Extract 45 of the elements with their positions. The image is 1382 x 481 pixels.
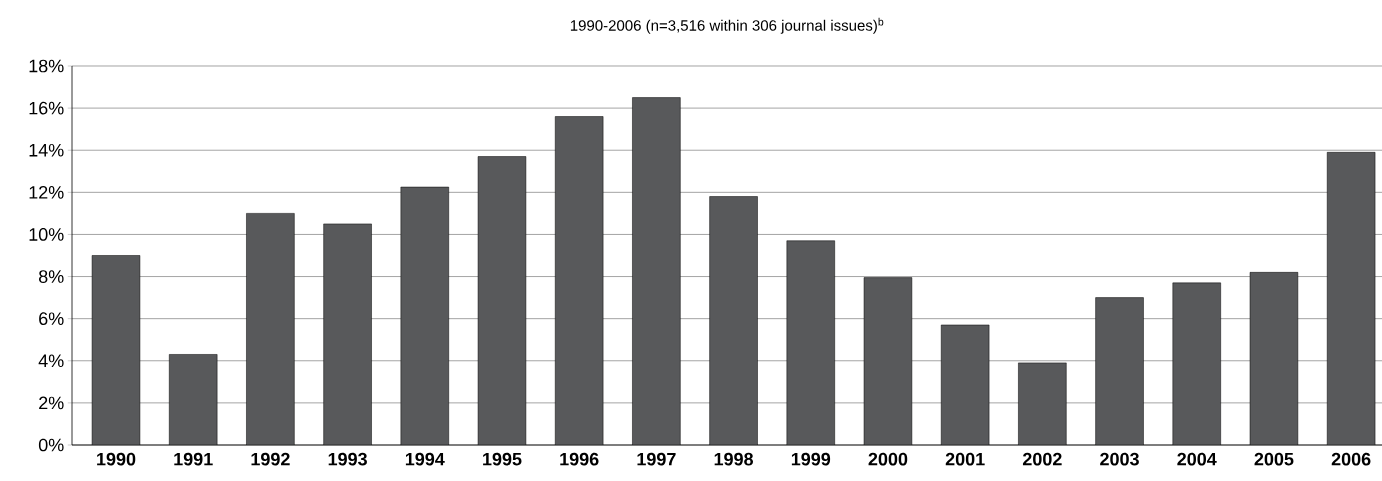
chart-title: 1990-2006 (n=3,516 within 306 journal issues)$^{b}$: [570, 17, 884, 34]
x-tick-label: 1992: [251, 452, 290, 466]
x-tick-label: 2002: [1022, 452, 1062, 466]
bar: [786, 240, 835, 445]
x-tick-label: 1994: [405, 452, 445, 466]
x-tick-label: 2003: [1100, 452, 1139, 466]
y-tick-label: 14%: [29, 143, 64, 157]
bar: [1326, 152, 1376, 445]
y-tick-label: 16%: [29, 101, 64, 115]
x-tick-label: 1998: [714, 452, 754, 466]
bar: [91, 255, 141, 445]
x-tick-label: 1995: [483, 452, 522, 466]
x-tick-label: 1993: [328, 452, 367, 466]
x-tick-label: 1996: [560, 452, 599, 466]
y-tick-label: 18%: [29, 59, 64, 73]
y-tick-label: 12%: [29, 186, 64, 199]
x-tick-label: 1997: [637, 452, 676, 466]
x-tick-label: 2005: [1254, 452, 1294, 466]
bar: [632, 97, 681, 445]
x-tick-label: 1990: [97, 452, 136, 466]
bar: [1095, 297, 1144, 445]
y-tick-label: 6%: [39, 312, 64, 326]
bar: [940, 324, 990, 445]
y-tick-label: 2%: [39, 396, 64, 410]
bar: [1172, 282, 1221, 445]
x-tick-label: 2001: [945, 452, 985, 466]
bar: [709, 196, 758, 445]
x-tick-label: 2006: [1331, 452, 1371, 466]
y-tick-label: 10%: [29, 228, 64, 241]
bar: [477, 156, 527, 445]
x-tick-label: 2004: [1177, 452, 1217, 466]
bar: [1249, 272, 1299, 445]
bar: [246, 213, 295, 445]
bar: [555, 116, 604, 445]
bar: [400, 186, 449, 445]
x-tick-label: 1991: [174, 452, 213, 466]
y-tick-label: 8%: [38, 270, 64, 283]
bar: [169, 354, 218, 445]
bar: [323, 223, 372, 445]
y-tick-label: 0%: [38, 438, 64, 452]
y-tick-label: 4%: [38, 354, 64, 368]
bar: [863, 277, 913, 445]
bar: [1018, 362, 1067, 445]
x-tick-label: 1999: [791, 452, 831, 466]
x-tick-label: 2000: [868, 452, 908, 466]
